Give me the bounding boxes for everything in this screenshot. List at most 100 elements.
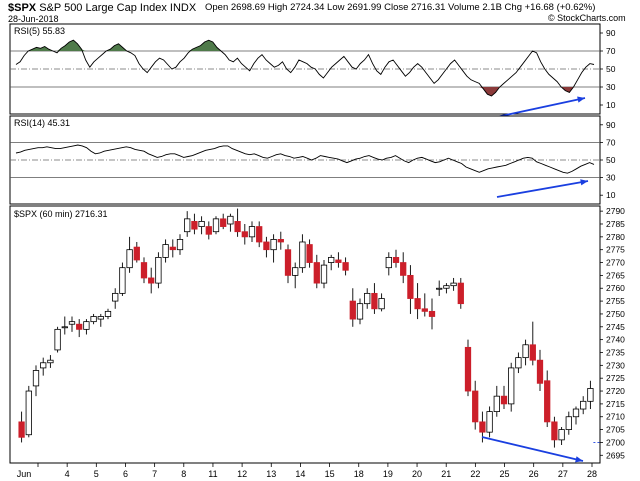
candle-up <box>25 390 32 436</box>
watermark: © StockCharts.com <box>548 13 626 23</box>
candle-up <box>212 218 220 233</box>
candle-down <box>241 231 248 238</box>
candle-up <box>40 362 47 369</box>
price-ytick-label: 2775 <box>606 245 625 255</box>
rsi-ytick-label: 30 <box>606 173 616 183</box>
rsi-ytick-label: 50 <box>606 155 616 165</box>
candle-up <box>126 249 133 269</box>
price-ytick-label: 2715 <box>606 399 625 409</box>
rsi-ytick-label: 10 <box>606 190 616 200</box>
candle-down <box>220 218 227 227</box>
candle-up <box>61 326 68 329</box>
candle-up <box>515 357 522 369</box>
divergence-arrow <box>491 97 586 119</box>
candle-down <box>414 298 421 310</box>
price-ytick-label: 2785 <box>606 219 625 229</box>
chart-header-symbol: $SPX S&P 500 Large Cap Index INDX <box>8 2 196 14</box>
price-divergence-arrow <box>481 436 584 462</box>
candle-up <box>378 298 385 310</box>
rsi-line <box>15 39 595 97</box>
xtick-label: 7 <box>152 469 157 479</box>
candle-up <box>119 267 126 294</box>
price-ytick-label: 2750 <box>606 309 625 319</box>
price-ytick-label: 2745 <box>606 322 625 332</box>
candle-down <box>306 244 313 263</box>
xtick-label: 12 <box>237 469 247 479</box>
price-ytick-label: 2755 <box>606 296 625 306</box>
xtick-label: 19 <box>383 469 393 479</box>
xtick-label: 5 <box>94 469 99 479</box>
price-ytick-label: 2770 <box>606 258 625 268</box>
volume-value: 2.1B <box>482 2 502 13</box>
candle-up <box>83 321 90 330</box>
candle-down <box>400 262 407 276</box>
candle-down <box>335 259 342 263</box>
candle-down <box>500 395 508 405</box>
exchange-name: INDX <box>169 2 197 14</box>
rsi-line <box>15 144 595 174</box>
candle-up <box>320 264 328 284</box>
xtick-label: 26 <box>529 469 539 479</box>
candle-up <box>270 239 277 251</box>
candle-up <box>328 256 335 263</box>
candle-up <box>184 218 191 233</box>
candle-down <box>536 359 544 384</box>
rsi-panel-title: RSI(14) 45.31 <box>14 118 70 128</box>
candle-down <box>428 310 436 317</box>
symbol-text: $SPX <box>8 2 37 14</box>
xtick-label: Jun <box>17 469 32 479</box>
candle-up <box>47 359 54 364</box>
xtick-label: 4 <box>65 469 70 479</box>
price-ytick-label: 2760 <box>606 283 625 293</box>
candle-down <box>529 344 536 361</box>
price-ytick-label: 2725 <box>606 373 625 383</box>
open-value: 2698.69 <box>230 2 266 13</box>
divergence-arrow <box>496 180 589 198</box>
chg-value: +16.68 (+0.62%) <box>524 2 596 13</box>
xtick-label: 20 <box>412 469 422 479</box>
rsi-ytick-label: 70 <box>606 46 616 56</box>
index-name: S&P 500 Large Cap Index <box>39 2 167 14</box>
oversold-fill <box>479 87 574 96</box>
candle-up <box>443 285 450 289</box>
candle-up <box>385 256 392 269</box>
xtick-label: 6 <box>123 469 128 479</box>
candle-up <box>356 303 364 320</box>
price-panel-title: $SPX (60 min) 2716.31 <box>14 209 108 219</box>
rsi-ytick-label: 50 <box>606 64 616 74</box>
candle-up <box>32 370 40 387</box>
candle-up <box>104 310 112 317</box>
candle-up <box>292 267 299 276</box>
candle-up <box>565 416 572 430</box>
low-value: 2691.99 <box>347 2 382 13</box>
xtick-label: 28 <box>587 469 597 479</box>
close-value: 2716.31 <box>411 2 446 13</box>
volume-label: Volume <box>448 2 480 13</box>
xtick-label: 15 <box>325 469 335 479</box>
candle-down <box>169 246 176 251</box>
candle-up <box>97 316 104 320</box>
candle-down <box>457 282 464 305</box>
candle-down <box>313 262 320 284</box>
price-ytick-label: 2740 <box>606 335 625 345</box>
candle-down <box>140 262 148 279</box>
candle-down <box>349 300 356 320</box>
xtick-label: 27 <box>558 469 568 479</box>
high-value: 2724.34 <box>290 2 325 13</box>
high-label: High <box>267 2 288 13</box>
ohlc-summary: Open 2698.69 High 2724.34 Low 2691.99 Cl… <box>205 2 595 13</box>
divergence-arrow-head <box>580 179 588 186</box>
rsi-panel-title: RSI(5) 55.83 <box>14 26 65 36</box>
xtick-label: 11 <box>208 469 217 479</box>
candle-down <box>371 292 378 310</box>
candle-down <box>421 308 428 312</box>
rsi-ytick-label: 90 <box>606 28 616 38</box>
candle-up <box>198 221 205 227</box>
price-ytick-label: 2780 <box>606 232 625 242</box>
price-ytick-label: 2765 <box>606 270 625 280</box>
xtick-label: 13 <box>266 469 276 479</box>
candle-up <box>486 411 493 433</box>
divergence-arrow-head <box>577 96 585 103</box>
candle-up <box>248 226 256 238</box>
candle-up <box>176 239 184 251</box>
